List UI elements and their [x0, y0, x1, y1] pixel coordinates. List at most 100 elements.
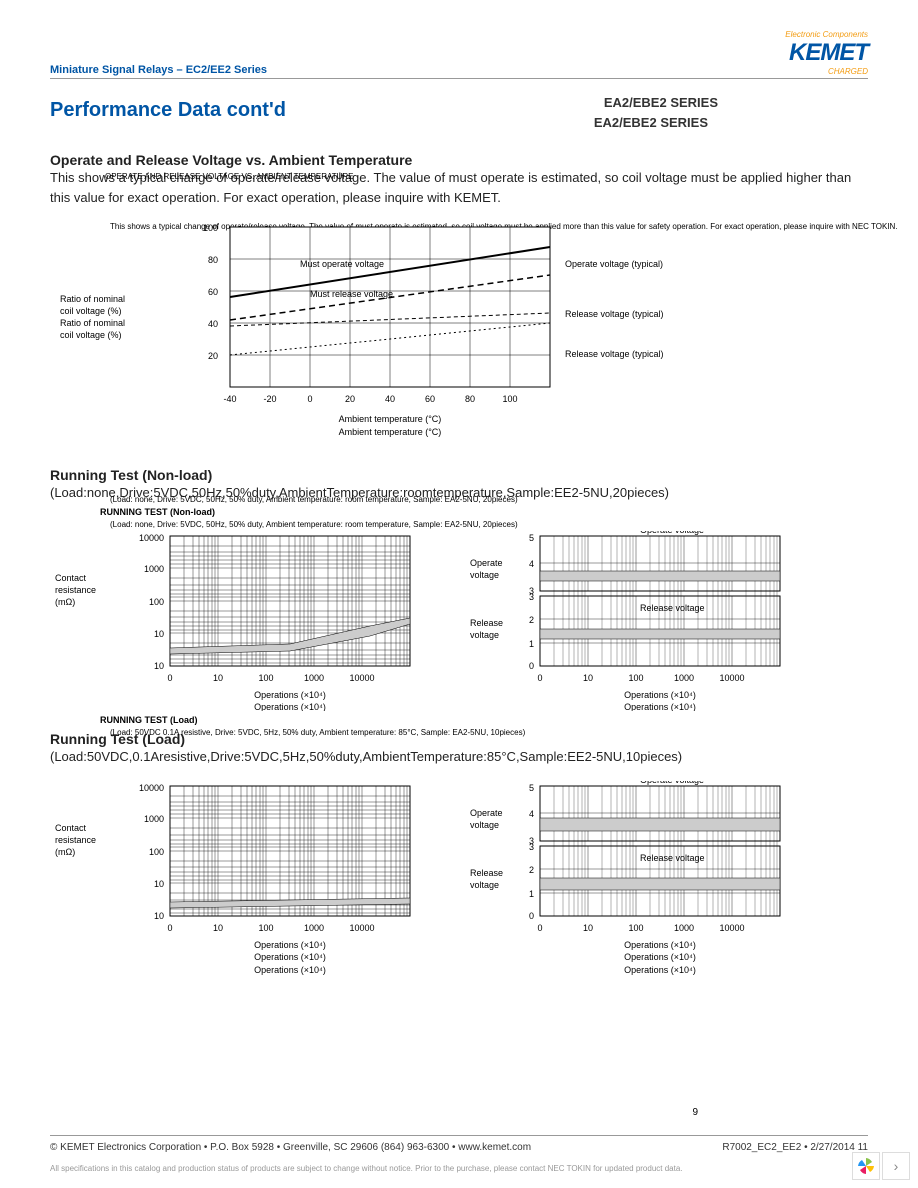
svg-text:-20: -20: [263, 394, 276, 404]
brand-charged: CHARGED: [785, 67, 868, 76]
svg-text:Release voltage: Release voltage: [640, 853, 705, 863]
svg-text:1: 1: [529, 889, 534, 899]
svg-text:0: 0: [167, 923, 172, 933]
svg-text:0: 0: [167, 673, 172, 683]
datasheet-page: Miniature Signal Relays – EC2/EE2 Series…: [0, 0, 918, 1188]
svg-text:10: 10: [154, 661, 164, 671]
svg-text:Release: Release: [470, 868, 503, 878]
nav-corner: ›: [852, 1152, 910, 1180]
svg-text:Must release voltage: Must release voltage: [310, 289, 393, 299]
svg-text:10: 10: [213, 673, 223, 683]
svg-text:-40: -40: [223, 394, 236, 404]
disclaimer-text: All specifications in this catalog and p…: [50, 1164, 683, 1173]
svg-text:Contact: Contact: [55, 573, 87, 583]
chart3-right-svg: 5 4 3 3 2 1 0 0 10 100 1000 10000 Operat…: [460, 781, 840, 976]
section2-overlap3: (Load: none, Drive: 5VDC, 50Hz, 50% duty…: [110, 520, 518, 529]
svg-text:60: 60: [425, 394, 435, 404]
svg-text:Release voltage (typical): Release voltage (typical): [565, 309, 664, 319]
svg-text:Operations (×10⁴): Operations (×10⁴): [254, 690, 326, 700]
chart3-left-svg: 10000 1000 100 10 10 0 10 100 1000 10000…: [50, 781, 430, 976]
page-number: 9: [692, 1107, 698, 1118]
svg-text:100: 100: [628, 673, 643, 683]
svg-text:60: 60: [208, 287, 218, 297]
svg-text:coil voltage (%): coil voltage (%): [60, 306, 122, 316]
svg-text:0: 0: [529, 911, 534, 921]
brand-logo: Electronic Components KEMET CHARGED: [785, 30, 868, 76]
section3-body: (Load:50VDC,0.1Aresistive,Drive:5VDC,5Hz…: [50, 747, 868, 767]
section3-overlap1: (Load: 50VDC 0.1A resistive, Drive: 5VDC…: [110, 728, 525, 737]
page-title: Performance Data cont'd: [50, 99, 868, 122]
svg-text:3: 3: [529, 842, 534, 852]
svg-text:100: 100: [149, 847, 164, 857]
svg-text:Operations (×10⁴): Operations (×10⁴): [254, 940, 326, 950]
svg-text:40: 40: [208, 319, 218, 329]
svg-text:5: 5: [529, 783, 534, 793]
svg-text:10000: 10000: [139, 533, 164, 543]
svg-text:Ratio of nominal: Ratio of nominal: [60, 318, 125, 328]
footer-right: R7002_EC2_EE2 • 2/27/2014 11: [722, 1142, 868, 1153]
next-page-button[interactable]: ›: [882, 1152, 910, 1180]
svg-text:Release: Release: [470, 618, 503, 628]
svg-text:10: 10: [583, 923, 593, 933]
svg-text:40: 40: [385, 394, 395, 404]
svg-text:Operations (×10⁴): Operations (×10⁴): [624, 940, 696, 950]
svg-text:80: 80: [465, 394, 475, 404]
section3-subheading: RUNNING TEST (Load): [100, 715, 198, 725]
svg-text:10: 10: [154, 879, 164, 889]
svg-text:20: 20: [208, 351, 218, 361]
section1-heading: Operate and Release Voltage vs. Ambient …: [50, 152, 868, 168]
svg-text:Operations (×10⁴): Operations (×10⁴): [624, 690, 696, 700]
svg-text:100: 100: [149, 597, 164, 607]
svg-text:Operations (×10⁴): Operations (×10⁴): [624, 702, 696, 711]
svg-text:Operations (×10⁴): Operations (×10⁴): [254, 952, 326, 962]
chart2-area: 10000 1000 100 10 10 0 10 100 1000 10000…: [50, 531, 868, 711]
svg-text:10: 10: [154, 911, 164, 921]
svg-text:coil voltage (%): coil voltage (%): [60, 330, 122, 340]
svg-text:0: 0: [529, 661, 534, 671]
chart2-right-svg: 5 4 3 3 2 1 0 0 10 100 1000 10000 Operat…: [460, 531, 840, 711]
svg-text:resistance: resistance: [55, 585, 96, 595]
svg-text:Release voltage: Release voltage: [640, 603, 705, 613]
svg-text:Must operate voltage: Must operate voltage: [300, 259, 384, 269]
svg-text:100: 100: [258, 923, 273, 933]
svg-text:1000: 1000: [144, 564, 164, 574]
svg-text:20: 20: [345, 394, 355, 404]
svg-text:voltage: voltage: [470, 630, 499, 640]
svg-text:10: 10: [154, 629, 164, 639]
svg-text:Operations (×10⁴): Operations (×10⁴): [624, 965, 696, 975]
svg-text:10: 10: [583, 673, 593, 683]
section2-heading: Running Test (Non-load): [50, 467, 868, 483]
svg-text:2: 2: [529, 865, 534, 875]
svg-text:Contact: Contact: [55, 823, 87, 833]
svg-text:4: 4: [529, 809, 534, 819]
svg-text:Operate voltage: Operate voltage: [640, 531, 704, 535]
svg-text:1: 1: [529, 639, 534, 649]
svg-text:Operate: Operate: [470, 558, 503, 568]
svg-text:0: 0: [537, 673, 542, 683]
footer-left: © KEMET Electronics Corporation • P.O. B…: [50, 1142, 531, 1153]
chart3-area: 10000 1000 100 10 10 0 10 100 1000 10000…: [50, 781, 868, 976]
svg-text:Ambient temperature (°C): Ambient temperature (°C): [339, 414, 442, 424]
pinwheel-icon[interactable]: [852, 1152, 880, 1180]
svg-text:Operate voltage (typical): Operate voltage (typical): [565, 259, 663, 269]
svg-text:10000: 10000: [349, 923, 374, 933]
svg-text:Operate: Operate: [470, 808, 503, 818]
section2-overlap1: (Load: none, Drive: 5VDC, 50Hz, 50% duty…: [110, 495, 518, 504]
svg-text:1000: 1000: [674, 923, 694, 933]
svg-text:Operations (×10⁴): Operations (×10⁴): [254, 965, 326, 975]
svg-text:Ambient temperature (°C): Ambient temperature (°C): [339, 427, 442, 437]
svg-text:10: 10: [213, 923, 223, 933]
svg-text:10000: 10000: [139, 783, 164, 793]
svg-text:1000: 1000: [304, 923, 324, 933]
svg-text:10000: 10000: [719, 673, 744, 683]
svg-text:100: 100: [203, 223, 218, 233]
category-label: Miniature Signal Relays – EC2/EE2 Series: [50, 64, 267, 76]
svg-text:2: 2: [529, 615, 534, 625]
svg-text:10000: 10000: [719, 923, 744, 933]
svg-text:100: 100: [502, 394, 517, 404]
svg-text:voltage: voltage: [470, 820, 499, 830]
svg-text:3: 3: [529, 592, 534, 602]
svg-text:100: 100: [258, 673, 273, 683]
section1-subheading: OPERATE AND RELEASE VOLTAGE VS. AMBIENT …: [105, 172, 354, 181]
svg-text:voltage: voltage: [470, 880, 499, 890]
